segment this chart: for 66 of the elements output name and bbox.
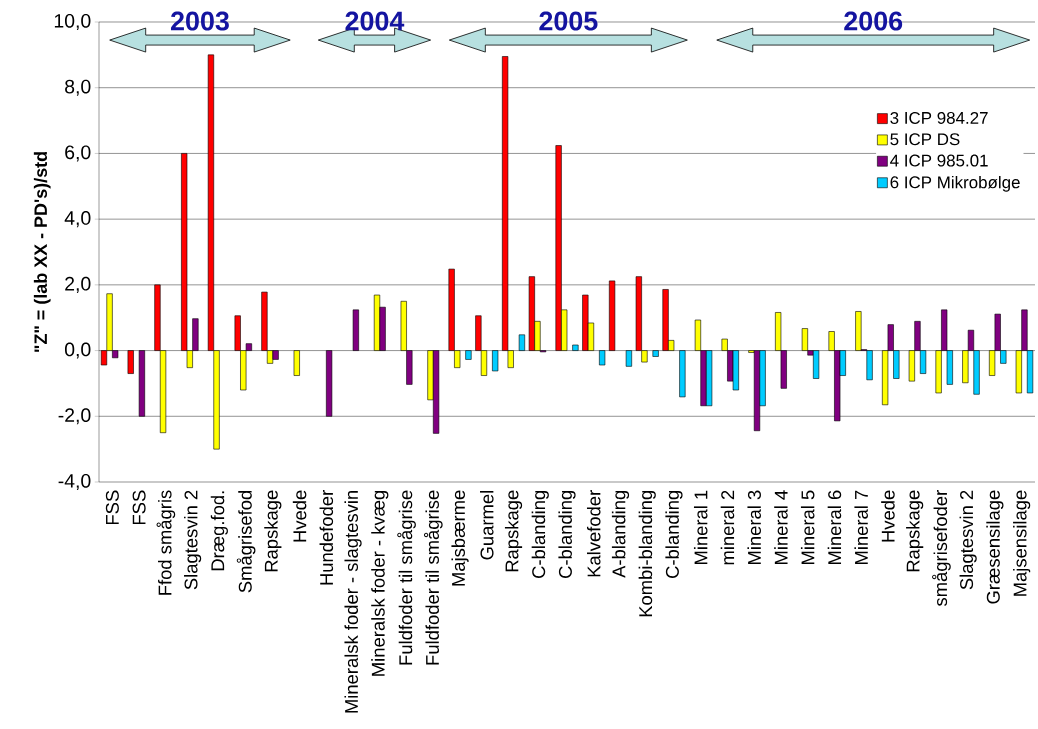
x-tick-label: C-blanding <box>665 490 683 578</box>
x-tick-label: C-blanding <box>558 490 576 578</box>
x-tick-label: Hvede <box>292 490 307 542</box>
x-tick-label: Slagtesvin 2 <box>959 490 977 590</box>
y-tick-label: -4,0 <box>58 473 91 491</box>
x-tick-label: C-blanding <box>531 490 549 578</box>
bar <box>127 350 134 374</box>
bar <box>293 350 300 376</box>
y-tick-label: 10,0 <box>54 13 91 31</box>
annotation: 2004 <box>345 11 405 31</box>
y-tick-label: 8,0 <box>65 79 91 96</box>
x-tick-label: Kalvefoder <box>586 490 601 577</box>
y-tick-label: 4,0 <box>64 211 91 228</box>
bar <box>652 350 659 357</box>
bar <box>572 344 579 351</box>
x-tick-label: Hvede <box>881 490 895 542</box>
y-tick-label: -2,0 <box>58 408 91 425</box>
x-tick-label: Mineral 1 <box>693 490 708 565</box>
x-tick-label: Hundefoder <box>319 490 334 585</box>
bar <box>352 309 359 351</box>
x-tick-label: Mineralsk foder - kvæg <box>371 490 389 676</box>
x-tick-label: Ffod smågris <box>156 490 176 595</box>
x-tick-label: FSS <box>132 490 146 525</box>
x-tick-label: Fuldfoder til smågrise <box>397 490 416 665</box>
annotation: 2003 <box>170 11 229 31</box>
bar <box>465 350 472 360</box>
x-tick-label: Smågrisefod <box>236 490 256 593</box>
annotation: 2006 <box>844 11 903 31</box>
x-tick-label: Kombi-blanding <box>638 490 656 617</box>
y-tick-label: 2,0 <box>65 276 91 293</box>
legend-label: 5 ICP DS <box>890 133 960 146</box>
x-tick-label: A-blanding <box>611 490 630 578</box>
legend-label: 3 ICP 984.27 <box>890 111 988 124</box>
x-tick-label: smågrisefoder <box>932 490 951 607</box>
annotation: 2005 <box>539 11 598 31</box>
y-axis-title: "Z" = (lab XX - PD's)/std <box>33 152 51 352</box>
bar <box>608 280 616 351</box>
x-tick-label: Majsbærme <box>451 490 469 586</box>
bar <box>599 350 606 366</box>
x-tick-label: Mineral 4 <box>774 490 788 565</box>
x-tick-label: Dræg.fod. <box>210 491 228 571</box>
x-tick-label: Rapskage <box>264 490 282 572</box>
x-tick-label: Rapskage <box>504 490 523 572</box>
bar <box>625 350 632 367</box>
x-tick-label: Slagtesvin 2 <box>184 490 202 590</box>
y-tick-label: 6,0 <box>65 145 91 162</box>
bar <box>326 350 333 417</box>
x-tick-label: Mineral 5 <box>800 490 815 565</box>
x-tick-label: Fuldfoder til smågrise <box>423 490 443 665</box>
x-tick-label: Rapskage <box>906 490 924 572</box>
x-tick-label: FSS <box>105 490 119 525</box>
x-tick-label: Mineralsk foder - slagtesvin <box>344 491 362 713</box>
x-tick-label: Græsensilage <box>986 490 1004 604</box>
x-tick-label: Mineral 3 <box>747 490 761 565</box>
bar <box>492 350 499 372</box>
legend-label: 4 ICP 985.01 <box>890 154 988 167</box>
x-tick-label: mineral 2 <box>720 490 735 565</box>
x-tick-label: Mineral 7 <box>854 490 868 565</box>
bar <box>518 334 526 351</box>
x-tick-label: Mineral 6 <box>827 490 842 565</box>
x-tick-label: Guarmel <box>480 491 494 560</box>
y-tick-label: 0,0 <box>64 342 91 359</box>
x-tick-label: Majsensilage <box>1013 490 1031 596</box>
legend-label: 6 ICP Mikrobølge <box>890 175 1020 192</box>
bar <box>679 350 686 398</box>
bar <box>138 350 146 417</box>
